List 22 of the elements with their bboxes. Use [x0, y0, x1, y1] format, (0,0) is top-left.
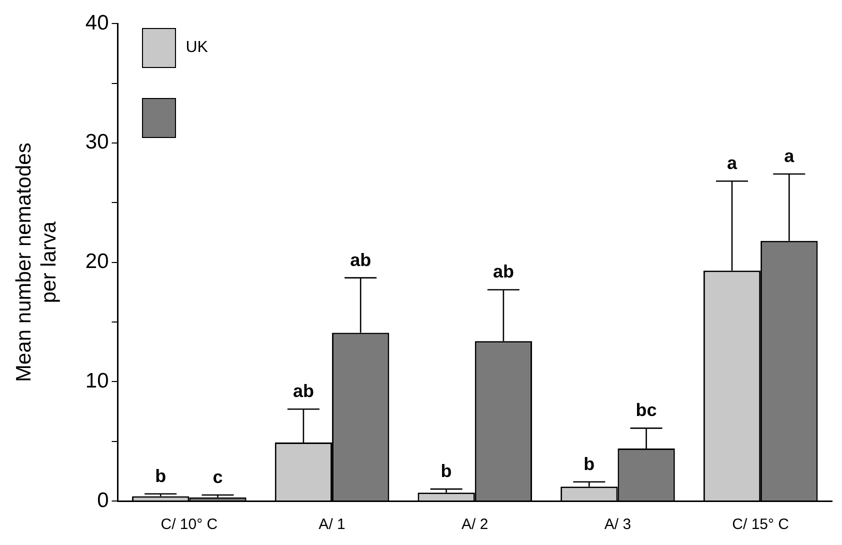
annotation: ab: [350, 250, 372, 270]
annotation: b: [440, 461, 452, 482]
y-tick-label: 30: [85, 130, 109, 154]
y-tick-label: 10: [85, 369, 109, 392]
x-tick-label: A/ 2: [462, 516, 488, 534]
x-tick-label: A/ 3: [604, 516, 632, 534]
annotation: c: [212, 467, 223, 487]
x-tick-label: C/ 15° C: [732, 516, 790, 534]
x-tick-label: A/ 1: [318, 516, 346, 534]
y-tick-label: 20: [85, 250, 109, 274]
y-tick-label: 0: [97, 488, 109, 512]
annotation: a: [784, 146, 796, 166]
y-tick-label: 40: [85, 11, 109, 34]
annotation: ab: [292, 381, 314, 402]
annotation: ab: [492, 262, 514, 282]
annotation: b: [155, 466, 166, 486]
annotation: a: [727, 153, 738, 174]
x-tick-label: C/ 10° C: [160, 516, 218, 534]
annotation: bc: [636, 400, 657, 420]
annotation: b: [584, 454, 595, 474]
y-axis-title: Mean number nematodes per larva: [12, 142, 61, 382]
text: UK: [186, 38, 208, 57]
